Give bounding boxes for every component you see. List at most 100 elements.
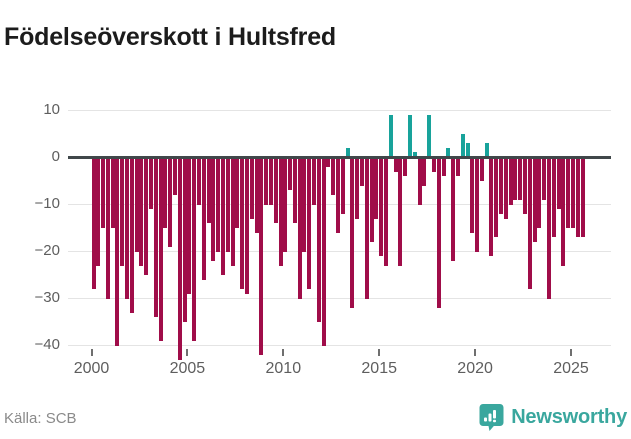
bar-2000Q2 [96,158,101,266]
bar-2012Q1 [321,158,326,346]
bar-2003Q3 [158,158,163,341]
bar-2013Q3 [350,158,355,308]
bar-2006Q3 [216,158,221,252]
bar-2020Q3 [484,142,489,157]
bar-2003Q2 [153,158,158,318]
bar-2008Q4 [259,158,264,355]
bar-2009Q3 [273,158,278,224]
bar-2000Q3 [101,158,106,228]
bar-2004Q2 [173,158,177,196]
bar-2007Q2 [230,158,235,266]
x-axis-tick [378,349,381,356]
bar-2021Q1 [494,158,499,238]
bar-2004Q4 [182,158,187,322]
bar-2015Q2 [383,158,388,266]
bar-2001Q1 [110,158,115,228]
bar-2017Q3 [427,114,432,157]
x-axis-tick [474,349,477,356]
bar-2009Q4 [278,158,283,266]
bar-2023Q3 [542,158,547,200]
bar-2025Q3 [580,158,585,238]
x-axis-label: 2015 [361,360,397,377]
source-label: Källa: SCB [4,410,77,427]
zero-line [68,156,611,159]
page-title: Födelseöverskott i Hultsfred [4,22,336,51]
bar-2003Q4 [163,158,168,228]
chart: 10 0 −10 −20 −30 −40 2000 2005 2010 2015 2020 2025 [0,44,631,389]
bar-2006Q4 [220,158,225,275]
bar-2023Q4 [547,158,552,299]
bar-2020Q1 [475,158,480,252]
bar-2021Q4 [508,158,513,205]
bar-2014Q3 [369,158,374,243]
bar-2020Q2 [479,158,484,181]
bar-2018Q4 [451,158,456,261]
bar-2022Q4 [527,158,532,290]
bar-2001Q3 [120,158,125,266]
bar-2013Q4 [355,158,360,219]
y-axis-label: −20 [34,242,60,259]
gridline [68,110,611,111]
bar-2017Q1 [417,158,422,205]
bar-2008Q2 [249,158,254,219]
y-axis-label: −40 [34,336,60,353]
bar-2009Q2 [268,158,273,205]
brand-name: Newsworthy [511,406,627,428]
bar-2022Q3 [523,158,528,214]
bar-2011Q1 [302,158,307,252]
bar-2014Q2 [364,158,369,299]
bar-2006Q1 [206,158,211,224]
bar-2006Q2 [211,158,216,261]
bar-2012Q3 [331,158,336,196]
bar-2021Q2 [499,158,504,214]
bar-2004Q3 [177,158,182,360]
x-axis-label: 2005 [169,360,206,377]
bar-2015Q4 [393,158,398,172]
bar-2023Q1 [532,158,537,243]
bar-2013Q1 [340,158,345,214]
bar-2016Q4 [412,152,417,157]
bar-2024Q1 [551,158,556,238]
plot-area [68,94,611,384]
bar-2002Q4 [144,158,149,275]
bar-2008Q1 [244,158,249,294]
bar-2010Q3 [292,158,297,224]
brand-link[interactable]: Newsworthy [479,403,627,432]
bar-2018Q2 [441,158,446,177]
bar-2005Q2 [192,158,197,341]
bar-2024Q4 [566,158,571,228]
bar-2010Q4 [297,158,302,299]
x-axis-label: 2010 [265,360,302,377]
bar-2007Q3 [235,158,240,228]
bar-2017Q2 [422,158,427,186]
x-axis-label: 2000 [73,360,110,377]
bar-2018Q1 [436,158,441,308]
bar-2003Q1 [149,158,154,210]
y-axis-label: 0 [51,148,60,165]
bar-2011Q2 [307,158,312,290]
bar-2011Q4 [316,158,321,322]
bar-2019Q4 [470,158,475,233]
y-axis-label: 10 [43,101,60,118]
bar-2002Q3 [139,158,144,266]
bar-2016Q2 [403,158,408,177]
y-axis-label: −10 [34,195,60,212]
bar-2002Q1 [129,158,134,313]
bar-2025Q1 [571,158,575,228]
bar-2024Q2 [556,158,561,210]
bar-2020Q4 [489,158,494,257]
bar-2016Q3 [407,114,412,157]
x-axis-label: 2025 [553,360,589,377]
bar-2017Q4 [431,158,436,172]
bar-2019Q1 [455,158,460,177]
bar-2007Q1 [225,158,230,252]
newsworthy-logo-icon [479,403,504,432]
bar-2015Q3 [388,114,393,157]
gridline [68,251,611,252]
bar-2004Q1 [168,158,173,247]
bar-2015Q1 [379,158,384,257]
y-axis-label: −30 [34,289,60,306]
bar-2025Q2 [575,158,580,238]
bar-2022Q1 [513,158,518,200]
bar-2005Q4 [201,158,206,280]
